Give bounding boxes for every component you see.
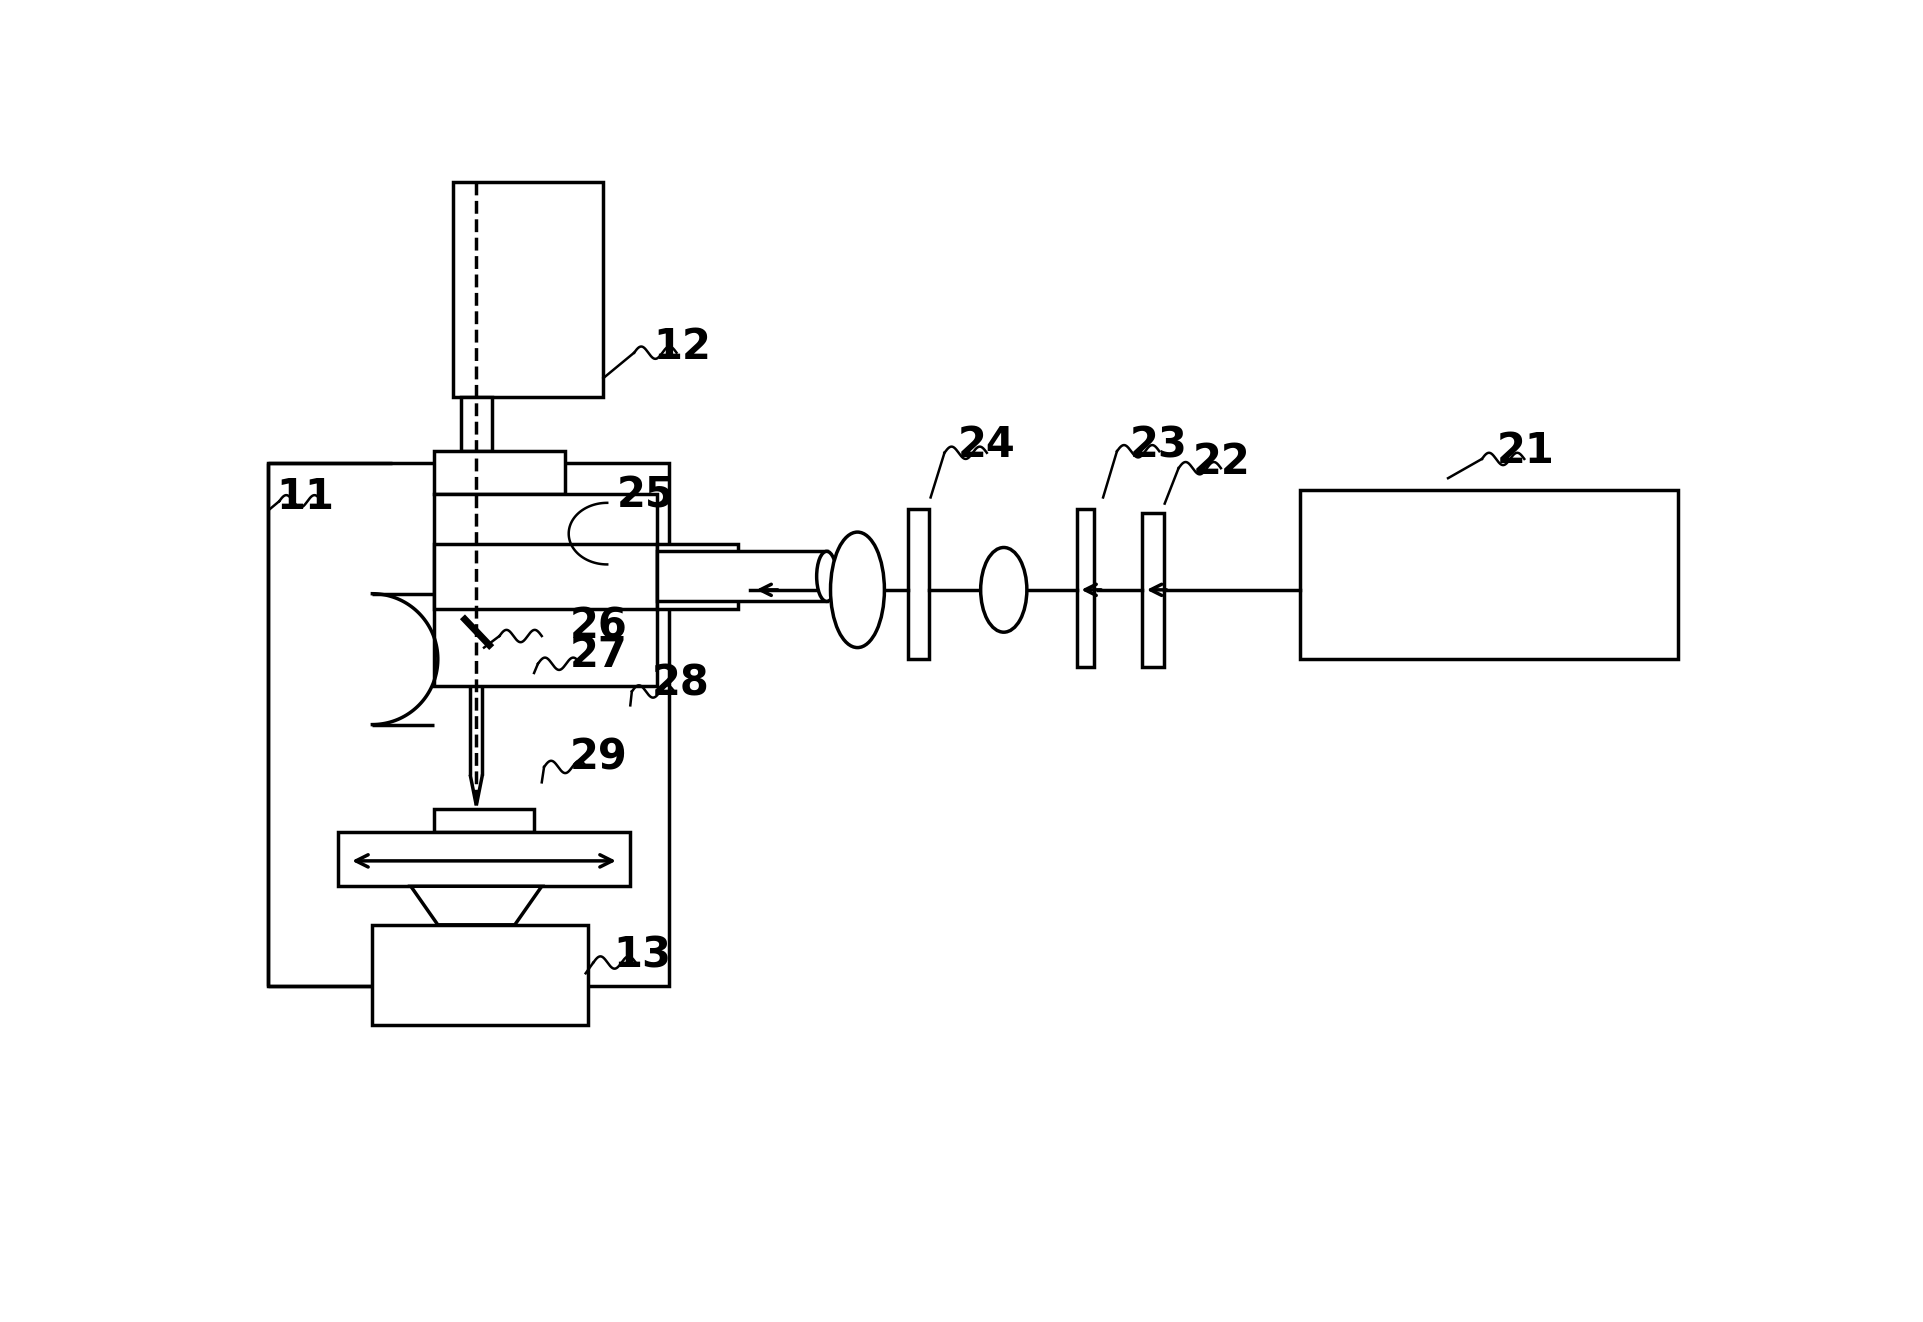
Polygon shape bbox=[412, 886, 542, 925]
Bar bbox=[435, 451, 565, 493]
Text: 11: 11 bbox=[277, 476, 335, 518]
Bar bbox=[435, 543, 658, 609]
Ellipse shape bbox=[831, 531, 885, 648]
Text: 21: 21 bbox=[1496, 430, 1554, 472]
Text: 22: 22 bbox=[1192, 442, 1250, 483]
Bar bbox=[435, 493, 658, 686]
Text: 29: 29 bbox=[569, 736, 627, 779]
Bar bbox=[908, 509, 929, 660]
Bar bbox=[1077, 509, 1094, 666]
Ellipse shape bbox=[815, 551, 837, 602]
Bar bbox=[658, 551, 827, 602]
Text: 26: 26 bbox=[569, 605, 627, 646]
Bar bbox=[1300, 489, 1677, 660]
Bar bbox=[338, 833, 631, 886]
Text: 24: 24 bbox=[958, 424, 1015, 467]
Bar bbox=[462, 398, 492, 451]
Bar bbox=[1142, 513, 1163, 666]
Text: 27: 27 bbox=[569, 635, 627, 677]
Ellipse shape bbox=[981, 547, 1027, 632]
Bar bbox=[269, 463, 669, 986]
Text: 13: 13 bbox=[613, 935, 671, 977]
Bar bbox=[658, 543, 738, 609]
Bar bbox=[435, 809, 535, 833]
Bar bbox=[373, 925, 588, 1025]
Text: 28: 28 bbox=[652, 662, 710, 705]
Bar bbox=[454, 181, 604, 398]
Text: 12: 12 bbox=[654, 327, 712, 369]
Text: 23: 23 bbox=[1129, 424, 1186, 467]
Text: 25: 25 bbox=[615, 475, 673, 517]
